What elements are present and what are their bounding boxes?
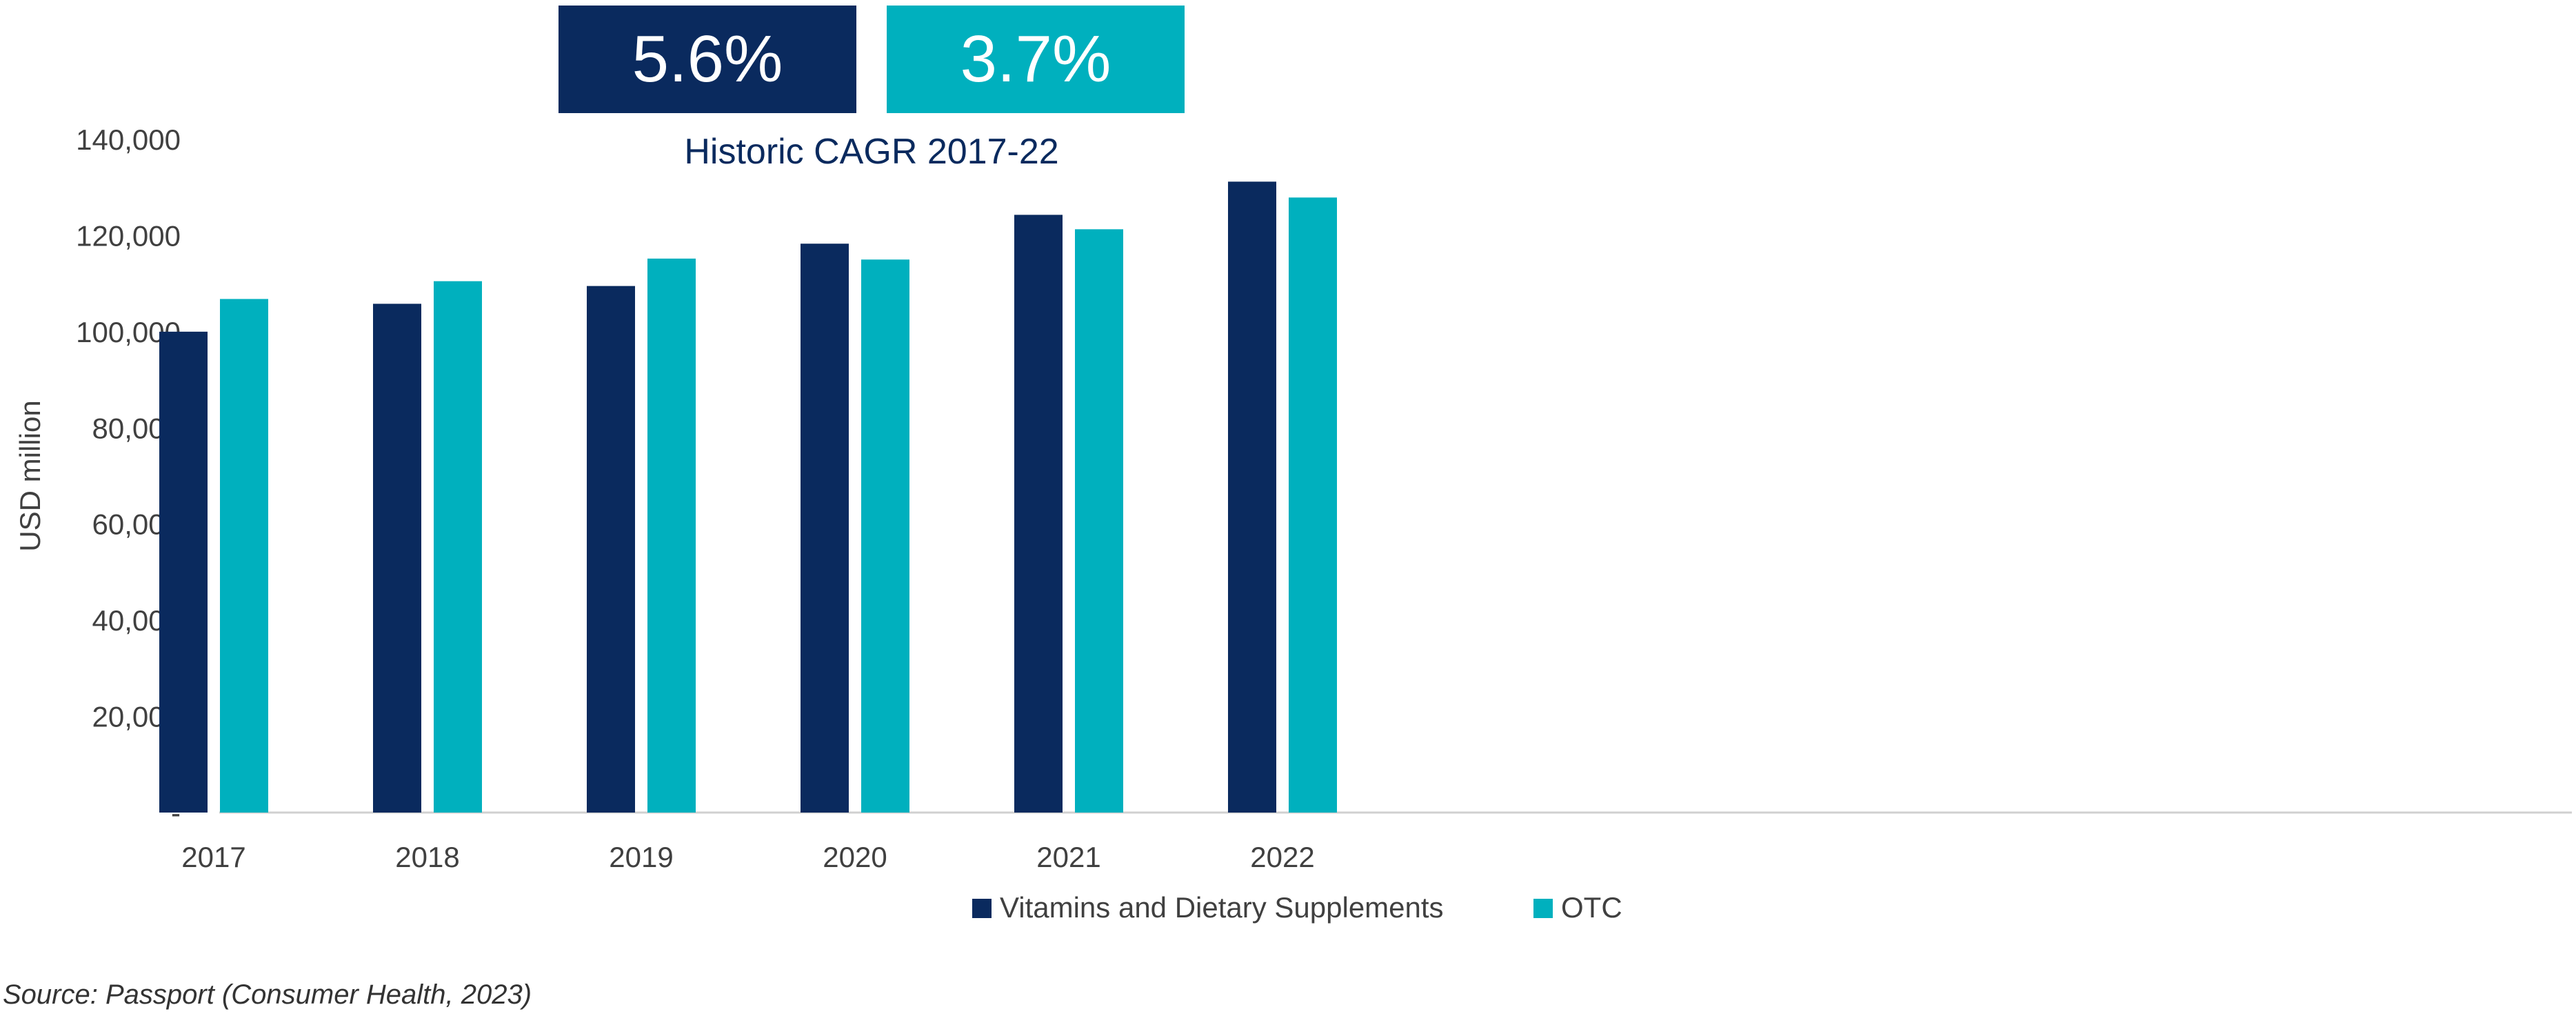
legend-label-vitamins: Vitamins and Dietary Supplements xyxy=(1000,891,1444,924)
bar-otc-2021 xyxy=(1075,229,1123,813)
x-tick-label: 2018 xyxy=(395,841,459,873)
y-axis-label: USD million xyxy=(14,400,46,551)
bar-otc-2018 xyxy=(434,281,482,813)
bar-chart: -20,00040,00060,00080,000100,000120,0001… xyxy=(14,123,2572,924)
x-axis: 2017 2018 2019 2020 2021 2022 xyxy=(181,841,1314,873)
bar-otc-2017 xyxy=(220,299,268,813)
legend: Vitamins and Dietary Supplements OTC xyxy=(972,891,1622,924)
cagr-caption: Historic CAGR 2017-22 xyxy=(684,132,1059,172)
bar-vitamins-2018 xyxy=(373,303,421,813)
legend-label-otc: OTC xyxy=(1561,891,1622,924)
legend-swatch-otc xyxy=(1533,899,1553,918)
y-tick-label: 140,000 xyxy=(76,123,181,156)
bar-otc-2020 xyxy=(861,259,909,813)
cagr-badge-otc: 3.7% xyxy=(887,6,1185,113)
x-tick-label: 2021 xyxy=(1036,841,1100,873)
bar-vitamins-2022 xyxy=(1228,181,1276,813)
bar-vitamins-2020 xyxy=(801,243,849,813)
legend-swatch-vitamins xyxy=(972,899,992,918)
bar-otc-2019 xyxy=(647,258,696,813)
y-tick-label: 120,000 xyxy=(76,219,181,252)
x-tick-label: 2022 xyxy=(1250,841,1314,873)
bar-vitamins-2017 xyxy=(159,331,208,813)
cagr-badge-vitamins: 5.6% xyxy=(559,6,856,113)
bar-vitamins-2019 xyxy=(587,286,635,813)
x-tick-label: 2019 xyxy=(609,841,673,873)
bar-otc-2022 xyxy=(1289,197,1337,813)
source-note: Source: Passport (Consumer Health, 2023) xyxy=(3,979,532,1010)
x-tick-label: 2020 xyxy=(823,841,887,873)
bar-group xyxy=(159,181,1337,813)
bar-vitamins-2021 xyxy=(1014,215,1063,813)
x-tick-label: 2017 xyxy=(181,841,245,873)
